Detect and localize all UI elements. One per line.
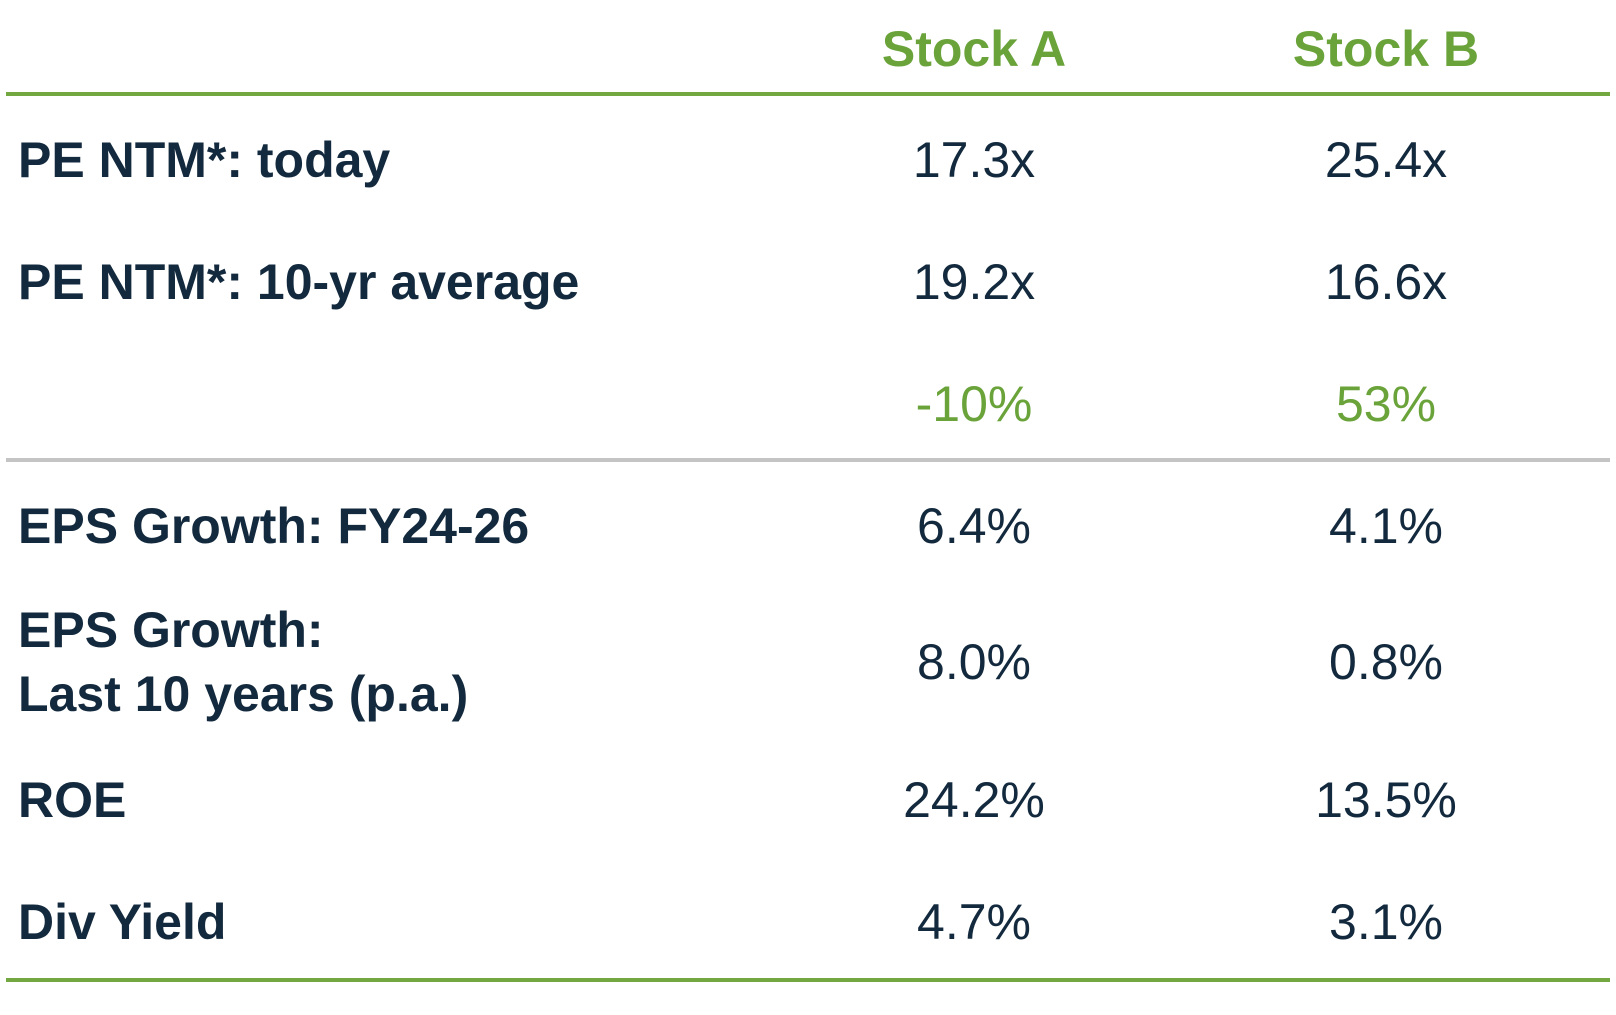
row-label-eps-growth-fy: EPS Growth: FY24-26 [18,498,530,554]
row-label-eps-growth-10yr-line2: Last 10 years (p.a.) [18,666,469,722]
cell-stock-b-pe-difference: 53% [1335,376,1437,432]
cell-stock-a-eps-growth-fy: 6.4% [917,498,1031,554]
cell-stock-a-pe-average: 19.2x [912,254,1036,310]
column-header-stock-a: Stock A [881,21,1067,77]
row-label-pe-average: PE NTM*: 10-yr average [18,254,580,310]
cell-stock-a-div-yield: 4.7% [917,894,1031,950]
row-label-div-yield: Div Yield [18,894,227,950]
cell-stock-a-pe-today: 17.3x [912,132,1036,188]
cell-stock-a-pe-difference: -10% [915,376,1033,432]
cell-stock-b-pe-today: 25.4x [1324,132,1448,188]
cell-stock-b-div-yield: 3.1% [1329,894,1443,950]
cell-stock-a-roe: 24.2% [903,772,1045,828]
row-label-eps-growth-10yr-line1: EPS Growth: [18,602,324,658]
cell-stock-b-eps-growth-10yr: 0.8% [1329,634,1443,690]
table-bottom-border [6,978,1610,982]
header-divider [6,92,1610,96]
cell-stock-a-eps-growth-10yr: 8.0% [917,634,1031,690]
column-header-stock-b: Stock B [1292,21,1480,77]
cell-stock-b-eps-growth-fy: 4.1% [1329,498,1443,554]
section-divider [6,458,1610,462]
cell-stock-b-roe: 13.5% [1315,772,1457,828]
cell-stock-b-pe-average: 16.6x [1324,254,1448,310]
row-label-roe: ROE [18,772,127,828]
row-label-pe-today: PE NTM*: today [18,132,391,188]
